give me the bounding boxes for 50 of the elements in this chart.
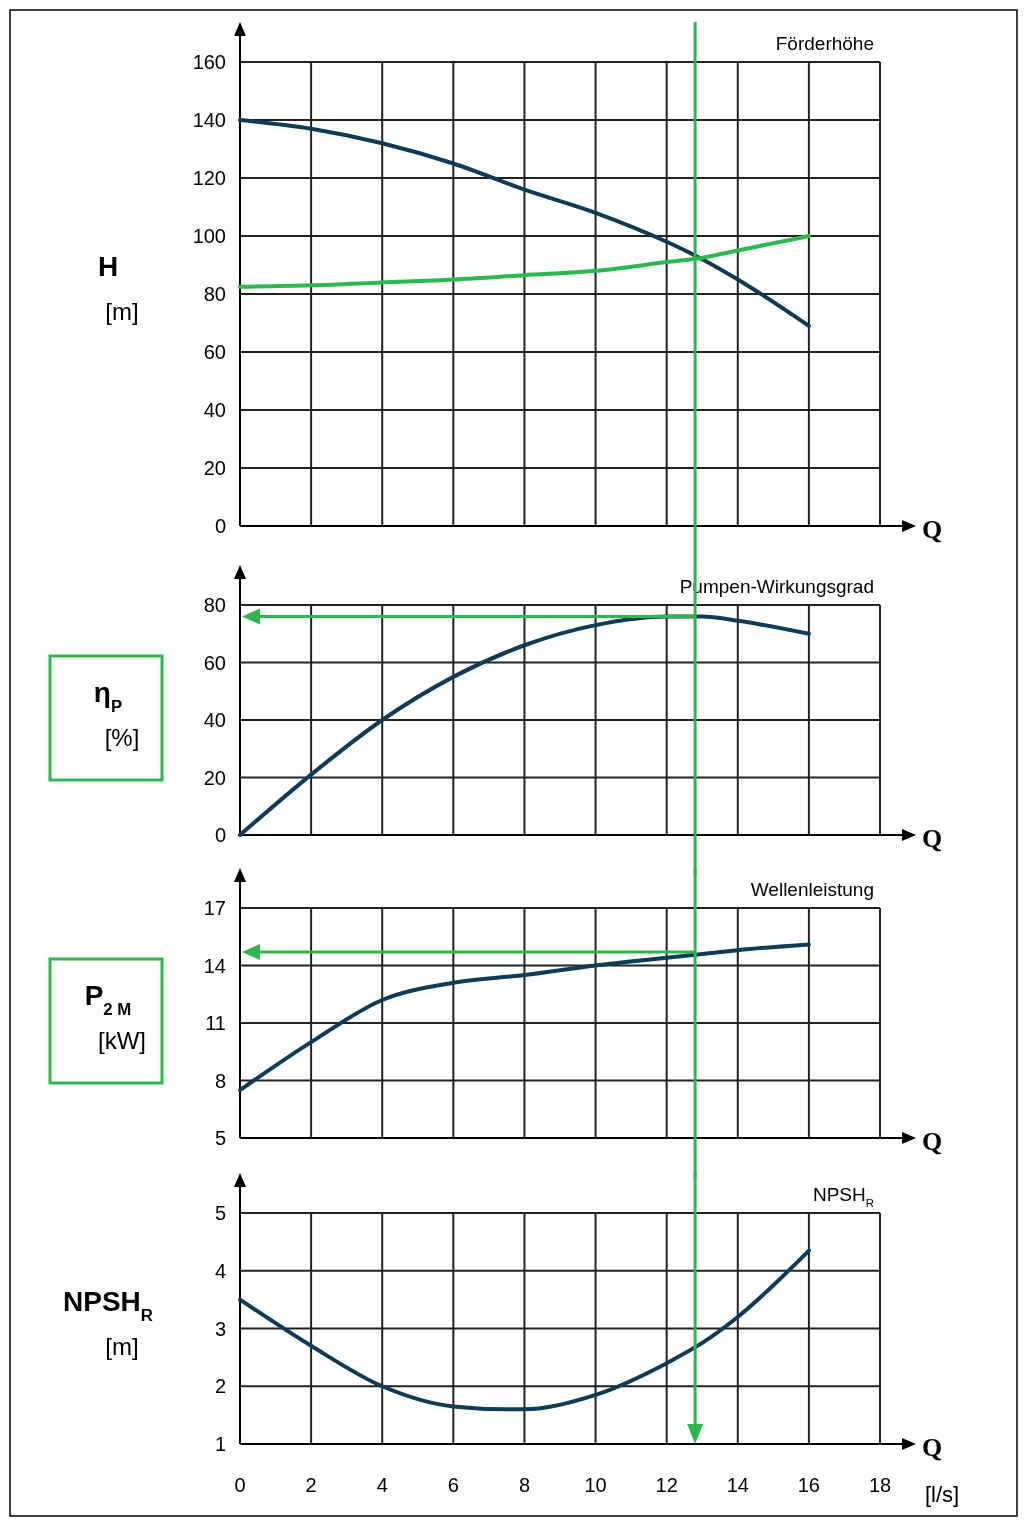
chart-title: NPSH$_{R}$ (812, 1184, 874, 1209)
x-tick-label: 8 (518, 1474, 531, 1496)
chart-title: Förderhöhe (775, 33, 874, 54)
y-axis-title: P$_{2 M}$ [kW] (84, 980, 146, 1054)
y-tick-label: 2 (214, 1375, 226, 1398)
y-axis-title: NPSH$_{R}$ [m] (63, 1285, 153, 1360)
y-tick-label: 0 (214, 824, 226, 846)
y-tick-label: 1 (214, 1433, 226, 1455)
y-tick-label: 100 (192, 225, 226, 247)
y-tick-label: 60 (203, 651, 226, 674)
y-tick-label: 8 (214, 1069, 226, 1092)
y-tick-label: 60 (203, 341, 226, 363)
y-axis-title: H [m] (97, 251, 139, 325)
line-series (238, 1248, 811, 1412)
y-tick-label: 14 (203, 954, 226, 977)
x-tick-label: 10 (584, 1474, 607, 1496)
line-series (238, 118, 811, 328)
x-tick-label: 12 (655, 1474, 678, 1496)
x-tick-label: 4 (376, 1474, 388, 1496)
y-tick-label: 4 (214, 1259, 226, 1282)
y-tick-label: 0 (214, 515, 226, 537)
y-tick-label: 5 (214, 1202, 226, 1224)
y-tick-label: 17 (203, 897, 226, 919)
line-series (238, 614, 811, 837)
y-tick-label: 3 (214, 1317, 226, 1340)
y-tick-label: 11 (205, 1012, 226, 1034)
text: [l/s] (924, 1482, 960, 1507)
x-tick-label: 2 (305, 1474, 317, 1496)
x-axis-title: Q (921, 824, 943, 853)
x-axis-title: Q (921, 515, 943, 544)
y-tick-label: 20 (203, 457, 226, 479)
y-tick-label: 80 (203, 594, 226, 616)
line-series (238, 942, 811, 1093)
x-axis-title: Q (921, 1433, 943, 1462)
y-tick-label: 40 (203, 709, 226, 731)
y-axis-title: η$_{P}$ [%] (93, 677, 140, 751)
y-tick-label: 120 (192, 167, 226, 189)
x-tick-label: 16 (797, 1474, 821, 1496)
y-tick-label: 20 (203, 766, 226, 789)
chart-title: Wellenleistung (750, 879, 874, 900)
y-tick-label: 40 (203, 399, 226, 421)
y-tick-label: 5 (214, 1127, 226, 1149)
y-tick-label: 160 (192, 51, 226, 73)
x-tick-label: 14 (726, 1474, 749, 1496)
y-tick-label: 80 (203, 283, 226, 305)
x-tick-label: 0 (234, 1474, 246, 1496)
x-tick-label: 6 (447, 1474, 459, 1496)
x-tick-label: 18 (868, 1474, 892, 1496)
y-tick-label: 140 (192, 109, 226, 131)
x-axis-title: Q (921, 1127, 943, 1156)
